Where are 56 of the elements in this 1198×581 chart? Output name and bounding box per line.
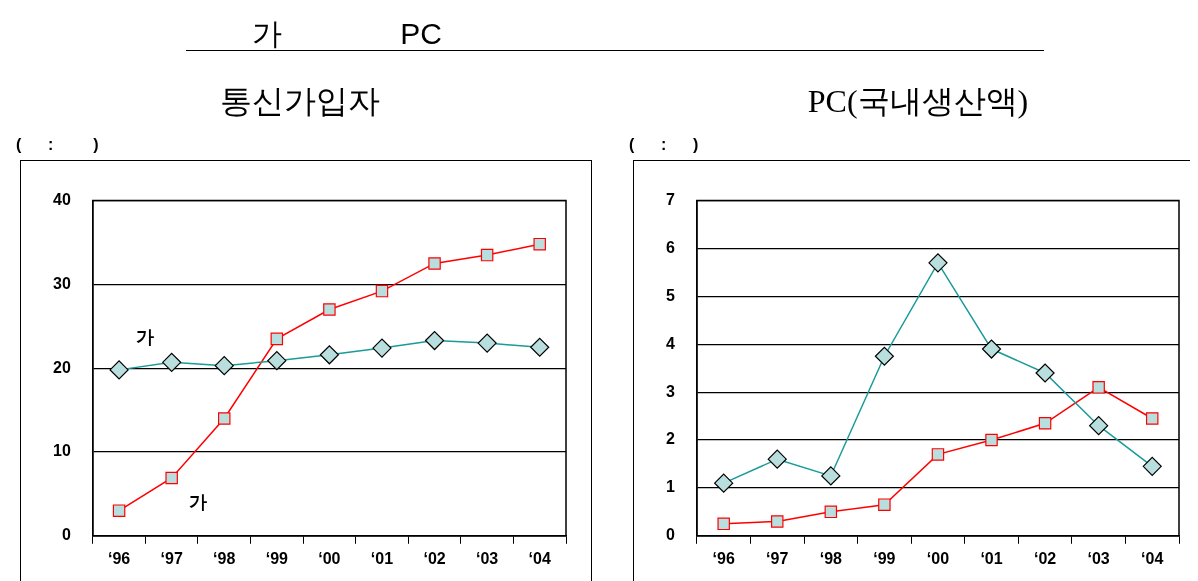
x-tick-label: ‘03 bbox=[476, 549, 499, 567]
series-label: 가 bbox=[136, 327, 155, 348]
point bbox=[1092, 381, 1105, 394]
y-tick-label: 10 bbox=[53, 442, 71, 460]
point bbox=[533, 237, 546, 251]
point bbox=[112, 504, 126, 517]
chart-title: 통신가입자 bbox=[219, 82, 381, 121]
x-tick-label: ‘04 bbox=[528, 549, 551, 567]
x-tick-label: ‘02 bbox=[423, 549, 446, 567]
y-tick-label: 6 bbox=[665, 238, 675, 256]
y-tick-label: 30 bbox=[53, 274, 71, 292]
y-tick-label: 4 bbox=[665, 334, 675, 352]
point bbox=[824, 505, 838, 519]
chart-title: PC(국내생산액) bbox=[806, 82, 1030, 121]
point bbox=[270, 332, 284, 346]
x-tick-label: ‘97 bbox=[160, 549, 183, 567]
point bbox=[1038, 417, 1052, 430]
y-tick-label: 2 bbox=[665, 430, 675, 448]
x-tick-label: ‘98 bbox=[213, 549, 236, 567]
x-tick-label: ‘96 bbox=[712, 549, 735, 567]
point bbox=[428, 257, 441, 270]
point bbox=[717, 517, 730, 531]
point bbox=[480, 248, 494, 262]
x-tick-label: ‘97 bbox=[766, 549, 789, 567]
point bbox=[931, 448, 945, 461]
y-tick-label: 0 bbox=[61, 526, 71, 544]
x-tick-label: ‘02 bbox=[1033, 549, 1057, 567]
x-tick-label: ‘99 bbox=[265, 549, 289, 567]
series-label: 가 bbox=[188, 492, 207, 513]
point bbox=[878, 498, 891, 511]
x-tick-label: ‘99 bbox=[873, 549, 896, 567]
text: ( : ) bbox=[629, 136, 699, 154]
x-tick-label: ‘96 bbox=[107, 549, 131, 567]
point bbox=[770, 515, 784, 528]
text: ( : ) bbox=[16, 136, 99, 154]
point bbox=[1145, 412, 1159, 425]
y-tick-label: 3 bbox=[665, 382, 675, 400]
y-tick-label: 1 bbox=[665, 478, 675, 496]
y-tick-label: 5 bbox=[665, 286, 675, 304]
x-tick-label: ‘01 bbox=[370, 549, 394, 567]
point bbox=[165, 471, 178, 485]
x-tick-label: ‘98 bbox=[819, 549, 843, 567]
y-tick-label: 40 bbox=[53, 191, 71, 209]
point bbox=[323, 303, 336, 316]
x-tick-label: ‘00 bbox=[318, 549, 341, 567]
y-tick-label: 0 bbox=[665, 526, 675, 544]
text: 가 PC bbox=[252, 16, 443, 52]
x-tick-label: ‘01 bbox=[980, 549, 1003, 567]
x-tick-label: ‘00 bbox=[926, 549, 950, 567]
point bbox=[985, 433, 998, 447]
x-tick-label: ‘04 bbox=[1141, 549, 1164, 567]
y-tick-label: 20 bbox=[53, 358, 71, 376]
y-tick-label: 7 bbox=[665, 191, 675, 209]
point bbox=[375, 284, 389, 298]
point bbox=[217, 412, 231, 425]
x-tick-label: ‘03 bbox=[1087, 549, 1110, 567]
